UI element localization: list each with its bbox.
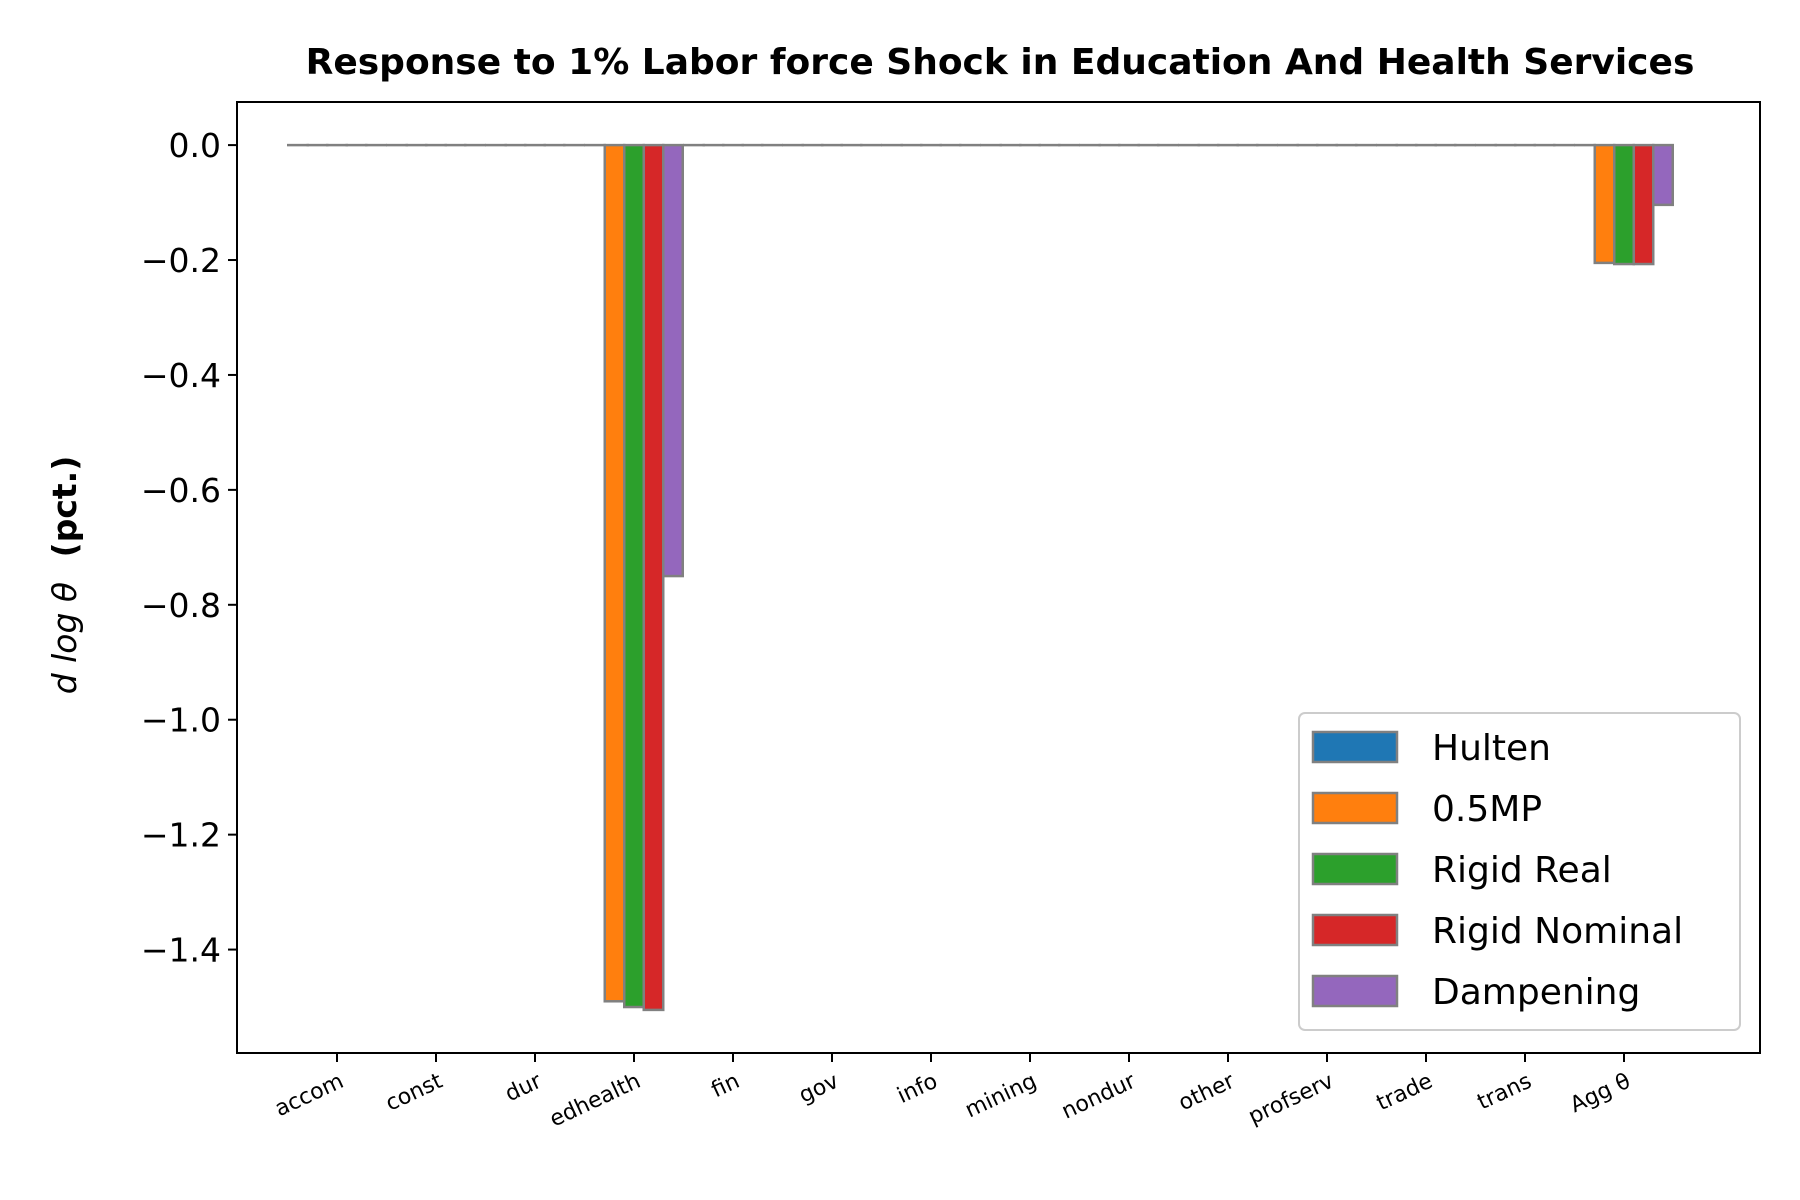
legend-swatch [1311, 791, 1399, 825]
y-tick-label: −0.6 [141, 471, 221, 510]
svg-text:d log θ (pct.): d log θ (pct.) [45, 456, 84, 695]
plot-frame [236, 101, 1761, 1054]
x-tick-label: gov [795, 1069, 842, 1109]
x-tick-label: mining [962, 1069, 1041, 1124]
bar-rigid-nominal-3 [642, 143, 665, 1012]
legend-swatch [1311, 730, 1399, 764]
chart-title: Response to 1% Labor force Shock in Educ… [306, 42, 1695, 83]
y-tick-label: 0.0 [169, 126, 221, 165]
x-tick-label: nondur [1058, 1068, 1140, 1124]
x-tick-label: edhealth [546, 1069, 645, 1133]
legend-swatch [1311, 913, 1399, 947]
legend-label: Rigid Real [1432, 850, 1612, 891]
x-tick-label: profserv [1245, 1069, 1338, 1130]
legend-swatch [1311, 852, 1399, 886]
y-axis-label-math: d log θ [45, 582, 84, 694]
y-tick-label: −0.4 [141, 356, 221, 395]
legend-label: Rigid Nominal [1432, 911, 1683, 952]
legend-frame [1298, 712, 1741, 1031]
x-tick-label: trans [1474, 1069, 1536, 1116]
x-tick-label: other [1175, 1068, 1240, 1116]
legend: Hulten 0.5MP Rigid Real Rigid Nominal Dampen… [1298, 712, 1741, 1031]
bar-rigid-real-3 [623, 143, 645, 1009]
bar-rigid-nominal-13 [1632, 143, 1655, 266]
y-axis-label-unit: (pct.) [45, 456, 84, 558]
legend-label: Hulten [1432, 728, 1551, 769]
y-axis: 0.0 −0.2 −0.4 −0.6 −0.8 −1.0 −1.2 −1.4 [141, 126, 237, 970]
bar-0-5mp-13 [1593, 143, 1616, 265]
bars [287, 143, 1674, 1012]
x-tick-label: Agg θ [1566, 1069, 1634, 1118]
y-tick-label: −1.0 [141, 701, 221, 740]
x-tick-label: info [894, 1069, 942, 1109]
bar-dampening-13 [1652, 143, 1674, 207]
x-axis: accom const dur edhealth fin gov info mining non… [271, 1053, 1635, 1133]
bar-0-5mp-3 [603, 143, 626, 1003]
legend-swatch [1311, 974, 1399, 1008]
x-tick-label: dur [501, 1068, 546, 1107]
y-tick-label: −0.8 [141, 586, 221, 625]
x-tick-label: accom [271, 1069, 347, 1122]
y-tick-label: −1.4 [141, 931, 221, 970]
y-tick-label: −1.2 [141, 816, 221, 855]
legend-label: Dampening [1432, 972, 1640, 1013]
x-tick-label: fin [708, 1069, 744, 1103]
x-tick-label: trade [1373, 1069, 1437, 1116]
y-tick-label: −0.2 [141, 241, 221, 280]
bar-dampening-3 [662, 143, 684, 578]
y-axis-label: d log θ (pct.) [45, 456, 84, 695]
x-tick-label: const [382, 1069, 447, 1117]
legend-label: 0.5MP [1432, 789, 1542, 830]
bar-rigid-real-13 [1613, 143, 1635, 266]
